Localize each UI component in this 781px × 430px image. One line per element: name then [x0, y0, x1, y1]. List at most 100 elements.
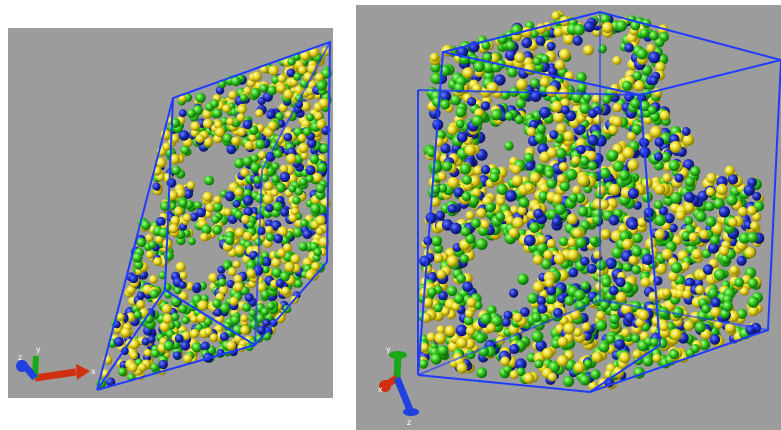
atom	[714, 269, 726, 281]
atom	[719, 206, 730, 217]
atom	[316, 80, 327, 91]
atom	[524, 235, 536, 247]
atom	[136, 300, 145, 309]
atom	[607, 150, 618, 161]
atom	[622, 81, 632, 91]
atom	[187, 109, 196, 118]
atom	[162, 142, 170, 150]
atom	[710, 307, 721, 318]
atom	[533, 57, 542, 66]
atom	[505, 112, 514, 121]
atom	[643, 356, 654, 367]
atom	[246, 269, 255, 278]
atom	[450, 223, 462, 235]
atom	[699, 230, 709, 240]
atom	[606, 335, 615, 344]
atom	[706, 216, 717, 227]
atom	[226, 341, 236, 351]
atom	[637, 49, 648, 60]
atom	[213, 308, 222, 317]
atom	[114, 337, 124, 347]
atom	[149, 275, 158, 284]
atom	[175, 334, 184, 343]
atom	[273, 202, 283, 212]
atom	[255, 109, 263, 117]
atom	[118, 367, 127, 376]
atom	[467, 97, 476, 106]
atom	[294, 279, 302, 287]
atom	[314, 248, 322, 256]
atom	[703, 264, 714, 275]
atom	[566, 169, 578, 181]
atom	[283, 243, 292, 252]
atom	[748, 278, 758, 288]
atom	[178, 304, 187, 313]
atom	[234, 275, 243, 284]
atom	[203, 192, 213, 202]
atom	[130, 351, 138, 359]
atom	[710, 235, 720, 245]
atom	[226, 118, 234, 126]
atom	[238, 127, 247, 136]
atom	[552, 11, 561, 20]
atom	[734, 278, 744, 288]
atom	[624, 43, 634, 53]
atom	[434, 303, 443, 312]
atom	[654, 137, 664, 147]
atom	[226, 145, 236, 155]
atom	[169, 224, 179, 234]
atom	[662, 173, 671, 182]
axis-label: z	[18, 353, 22, 362]
atom	[540, 77, 550, 87]
atom	[427, 287, 437, 297]
atom	[548, 373, 557, 382]
atom	[567, 249, 579, 261]
atom	[310, 154, 320, 164]
atom	[255, 139, 265, 149]
atom	[527, 127, 536, 136]
atom	[316, 215, 326, 225]
atom	[419, 255, 430, 266]
atom	[466, 326, 476, 336]
atom	[190, 121, 200, 131]
atom	[491, 109, 503, 121]
atom	[546, 178, 556, 188]
atom	[481, 165, 490, 174]
atom	[517, 274, 528, 285]
atom	[419, 359, 428, 368]
atom	[162, 304, 172, 314]
atom	[681, 262, 690, 271]
atom	[174, 207, 183, 216]
atom	[286, 154, 296, 164]
atom	[476, 367, 487, 378]
atom	[541, 55, 550, 64]
atom	[265, 204, 273, 212]
atom	[276, 279, 285, 288]
atom	[587, 135, 598, 146]
atom	[471, 218, 481, 228]
atom	[634, 80, 645, 91]
axis-label: y	[36, 345, 41, 354]
atom	[243, 232, 252, 241]
atom	[281, 287, 290, 296]
atom	[306, 165, 316, 175]
atom	[188, 238, 196, 246]
atom	[705, 202, 715, 212]
atom	[521, 37, 532, 48]
atom	[509, 344, 519, 354]
atom	[252, 71, 262, 81]
atom	[527, 293, 538, 304]
atom	[153, 257, 162, 266]
atom	[516, 98, 526, 108]
atom	[210, 99, 219, 108]
atom	[685, 177, 695, 187]
atom	[474, 61, 485, 72]
atom	[486, 323, 496, 333]
atom	[649, 31, 659, 41]
atom	[589, 236, 598, 245]
atom	[514, 52, 525, 63]
atom	[580, 156, 590, 166]
atom	[533, 209, 543, 219]
atom	[584, 359, 593, 368]
atom	[574, 290, 585, 301]
